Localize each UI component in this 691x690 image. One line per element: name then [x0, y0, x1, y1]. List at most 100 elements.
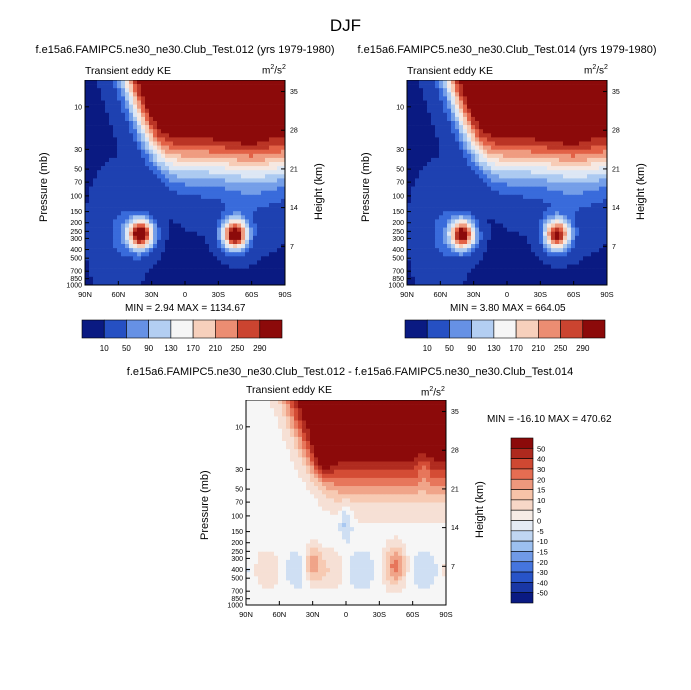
heatmap-cell	[551, 186, 556, 191]
heatmap-cell	[109, 96, 114, 101]
heatmap-cell	[217, 223, 222, 228]
heatmap-cell	[559, 88, 564, 93]
heatmap-cell	[599, 248, 604, 253]
heatmap-cell	[467, 157, 472, 163]
heatmap-cell	[101, 112, 106, 118]
heatmap-cell	[415, 96, 420, 101]
heatmap-cell	[419, 182, 424, 187]
heatmap-cell	[113, 186, 118, 191]
heatmap-cell	[209, 170, 214, 175]
heatmap-cell	[439, 219, 444, 224]
heatmap-cell	[523, 92, 528, 97]
heatmap-cell	[559, 129, 564, 134]
heatmap-cell	[447, 133, 452, 138]
heatmap-cell	[559, 239, 564, 245]
heatmap-cell	[153, 178, 158, 183]
heatmap-cell	[447, 231, 452, 237]
heatmap-cell	[89, 264, 94, 269]
heatmap-cell	[527, 100, 532, 105]
heatmap-cell	[113, 260, 118, 265]
heatmap-cell	[599, 121, 604, 126]
heatmap-cell	[241, 137, 246, 142]
heatmap-cell	[105, 268, 110, 273]
heatmap-cell	[447, 190, 452, 196]
heatmap-cell	[523, 121, 528, 126]
heatmap-cell	[487, 231, 492, 237]
heatmap-cell	[201, 170, 206, 175]
heatmap-cell	[237, 137, 242, 142]
heatmap-cell	[197, 121, 202, 126]
heatmap-cell	[185, 145, 190, 150]
heatmap-cell	[455, 129, 460, 134]
heatmap-cell	[157, 153, 162, 159]
heatmap-cell	[559, 186, 564, 191]
heatmap-cell	[121, 178, 126, 183]
heatmap-cell	[455, 137, 460, 142]
heatmap-cell	[507, 174, 512, 179]
heatmap-cell	[515, 145, 520, 150]
heatmap-cell	[595, 244, 600, 249]
heatmap-cell	[241, 174, 246, 179]
heatmap-cell	[439, 264, 444, 269]
heatmap-cell	[185, 129, 190, 134]
heatmap-cell	[241, 264, 246, 269]
heatmap-cell	[261, 178, 266, 183]
heatmap-cell	[157, 211, 162, 216]
heatmap-cell	[217, 182, 222, 187]
heatmap-cell	[173, 88, 178, 93]
heatmap-cell	[527, 84, 532, 89]
heatmap-cell	[177, 104, 182, 109]
heatmap-cell	[567, 166, 572, 171]
heatmap-cell	[213, 264, 218, 269]
heatmap-cell	[563, 129, 568, 134]
heatmap-cell	[579, 186, 584, 191]
heatmap-cell	[153, 108, 158, 114]
heatmap-cell	[241, 121, 246, 126]
heatmap-cell	[133, 223, 138, 228]
heatmap-cell	[519, 198, 524, 204]
heatmap-cell	[109, 252, 114, 257]
heatmap-cell	[145, 280, 150, 286]
heatmap-cell	[277, 88, 282, 93]
heatmap-cell	[431, 215, 436, 220]
heatmap-cell	[567, 223, 572, 228]
heatmap-cell	[201, 104, 206, 109]
heatmap-cell	[161, 112, 166, 118]
heatmap-cell	[161, 125, 166, 130]
heatmap-cell	[189, 244, 194, 249]
heatmap-cell	[467, 80, 472, 85]
heatmap-cell	[257, 252, 262, 257]
heatmap-cell	[431, 125, 436, 130]
heatmap-cell	[467, 137, 472, 142]
heatmap-cell	[113, 145, 118, 150]
heatmap-cell	[229, 231, 234, 237]
x-tick-label: 30S	[212, 290, 225, 299]
heatmap-cell	[105, 149, 110, 155]
heatmap-cell	[427, 121, 432, 126]
heatmap-cell	[459, 129, 464, 134]
heatmap-cell	[475, 219, 480, 224]
heatmap-cell	[261, 186, 266, 191]
heatmap-cell	[117, 133, 122, 138]
heatmap-cell	[189, 260, 194, 265]
heatmap-cell	[97, 125, 102, 130]
heatmap-cell	[535, 178, 540, 183]
heatmap-cell	[245, 149, 250, 155]
heatmap-cell	[245, 145, 250, 150]
heatmap-cell	[245, 252, 250, 257]
heatmap-cell	[451, 207, 456, 212]
heatmap-cell	[415, 178, 420, 183]
heatmap-cell	[555, 92, 560, 97]
heatmap-cell	[451, 129, 456, 134]
heatmap-cell	[201, 264, 206, 269]
heatmap-cell	[547, 166, 552, 171]
heatmap-cell	[535, 137, 540, 142]
heatmap-cell	[133, 92, 138, 97]
heatmap-cell	[467, 198, 472, 204]
heatmap-cell	[273, 162, 278, 167]
heatmap-cell	[197, 227, 202, 232]
heatmap-cell	[575, 129, 580, 134]
heatmap-cell	[435, 239, 440, 245]
heatmap-cell	[101, 244, 106, 249]
heatmap-cell	[563, 137, 568, 142]
